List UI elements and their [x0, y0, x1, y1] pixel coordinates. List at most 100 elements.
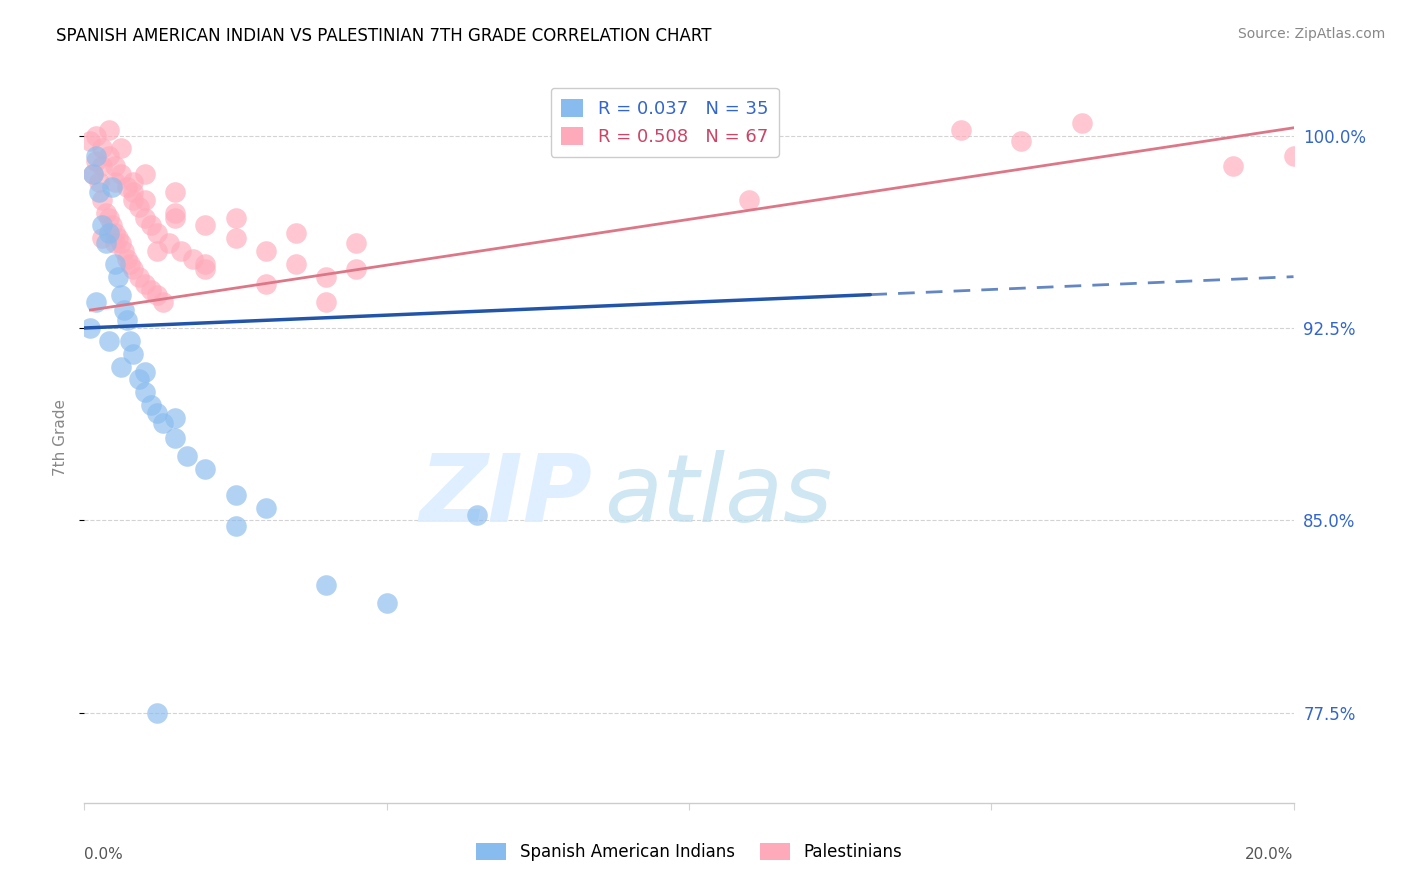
Point: [107, 269, 129, 284]
Point: [134, 365, 156, 379]
Point: [91, 231, 114, 245]
Point: [107, 231, 129, 245]
Point: [79, 321, 101, 335]
Point: [139, 398, 162, 412]
Point: [134, 193, 156, 207]
Point: [110, 141, 132, 155]
Point: [146, 406, 169, 420]
Point: [86, 149, 108, 163]
Point: [134, 211, 156, 225]
Point: [738, 193, 761, 207]
Point: [94, 205, 117, 219]
Point: [86, 128, 108, 143]
Point: [128, 200, 150, 214]
Point: [100, 219, 122, 233]
Point: [165, 431, 187, 445]
Point: [121, 185, 143, 199]
Point: [104, 257, 127, 271]
Point: [97, 226, 120, 240]
Point: [82, 167, 104, 181]
Point: [346, 262, 368, 277]
Point: [134, 167, 156, 181]
Y-axis label: 7th Grade: 7th Grade: [52, 399, 67, 475]
Point: [165, 211, 187, 225]
Point: [225, 231, 247, 245]
Point: [91, 141, 114, 155]
Point: [225, 211, 247, 225]
Text: atlas: atlas: [605, 450, 832, 541]
Point: [115, 252, 138, 266]
Point: [128, 372, 150, 386]
Point: [165, 185, 187, 199]
Point: [1282, 149, 1305, 163]
Point: [225, 518, 247, 533]
Text: Source: ZipAtlas.com: Source: ZipAtlas.com: [1237, 27, 1385, 41]
Point: [285, 226, 308, 240]
Point: [375, 596, 398, 610]
Point: [112, 244, 135, 258]
Point: [194, 219, 217, 233]
Point: [118, 257, 141, 271]
Point: [254, 500, 277, 515]
Point: [254, 277, 277, 292]
Point: [194, 262, 217, 277]
Point: [346, 236, 368, 251]
Point: [152, 416, 174, 430]
Point: [152, 295, 174, 310]
Text: 20.0%: 20.0%: [1246, 847, 1294, 862]
Point: [97, 211, 120, 225]
Point: [467, 508, 489, 523]
Point: [315, 295, 337, 310]
Point: [104, 175, 127, 189]
Point: [110, 287, 132, 301]
Point: [121, 175, 143, 189]
Point: [181, 252, 204, 266]
Point: [115, 179, 138, 194]
Point: [82, 167, 104, 181]
Point: [91, 219, 114, 233]
Point: [115, 313, 138, 327]
Text: SPANISH AMERICAN INDIAN VS PALESTINIAN 7TH GRADE CORRELATION CHART: SPANISH AMERICAN INDIAN VS PALESTINIAN 7…: [56, 27, 711, 45]
Point: [1071, 116, 1094, 130]
Point: [285, 257, 308, 271]
Point: [134, 277, 156, 292]
Point: [104, 226, 127, 240]
Point: [104, 236, 127, 251]
Point: [165, 410, 187, 425]
Text: 0.0%: 0.0%: [84, 847, 124, 862]
Text: ZIP: ZIP: [419, 450, 592, 541]
Point: [1222, 159, 1244, 173]
Point: [254, 244, 277, 258]
Point: [950, 123, 973, 137]
Point: [128, 269, 150, 284]
Point: [110, 167, 132, 181]
Point: [139, 283, 162, 297]
Point: [118, 334, 141, 348]
Point: [79, 134, 101, 148]
Point: [104, 159, 127, 173]
Point: [176, 450, 198, 464]
Point: [91, 159, 114, 173]
Point: [89, 175, 111, 189]
Point: [194, 257, 217, 271]
Point: [225, 488, 247, 502]
Point: [97, 123, 120, 137]
Point: [139, 219, 162, 233]
Point: [100, 179, 122, 194]
Point: [170, 244, 193, 258]
Point: [112, 303, 135, 318]
Point: [146, 244, 169, 258]
Point: [121, 193, 143, 207]
Point: [134, 385, 156, 400]
Point: [315, 269, 337, 284]
Point: [194, 462, 217, 476]
Point: [86, 295, 108, 310]
Point: [121, 346, 143, 360]
Point: [146, 287, 169, 301]
Point: [97, 149, 120, 163]
Legend: Spanish American Indians, Palestinians: Spanish American Indians, Palestinians: [470, 836, 908, 868]
Point: [89, 185, 111, 199]
Point: [97, 334, 120, 348]
Point: [91, 193, 114, 207]
Point: [315, 577, 337, 591]
